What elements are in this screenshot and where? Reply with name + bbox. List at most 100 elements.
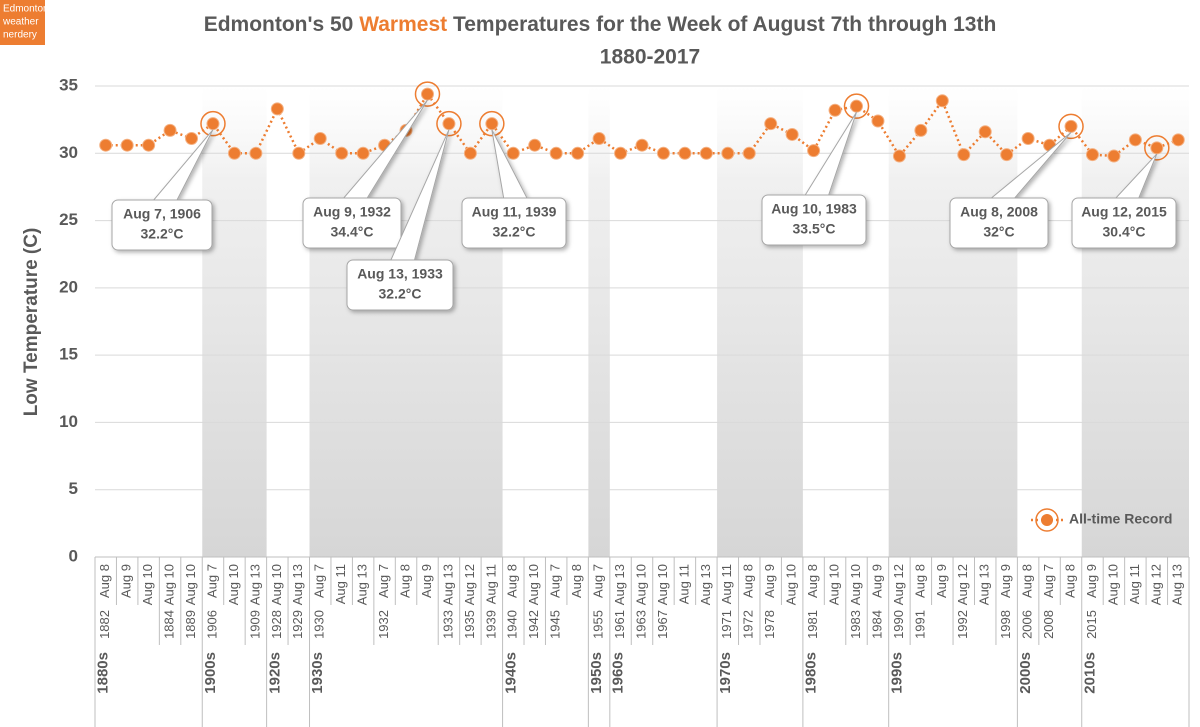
decade-label: 1920s <box>266 652 283 694</box>
point <box>614 146 628 160</box>
x-tick-label: Aug 13 <box>977 564 992 605</box>
x-tick-label: Aug 13 <box>355 564 370 605</box>
decade-label: 1970s <box>717 652 734 694</box>
point <box>978 125 992 139</box>
x-tick-label: Aug 9 <box>1084 564 1099 598</box>
point <box>335 146 349 160</box>
year-label: 1990 <box>891 610 906 639</box>
year-label: 1932 <box>376 610 391 639</box>
x-tick-label: Aug 10 <box>162 564 177 605</box>
x-tick-label: Aug 8 <box>1020 564 1035 598</box>
x-tick-label: Aug 10 <box>226 564 241 605</box>
point <box>850 99 864 113</box>
callout-value: 32°C <box>983 224 1014 240</box>
x-tick-label: Aug 11 <box>1127 564 1142 604</box>
year-label: 1961 <box>612 610 627 639</box>
point <box>227 146 241 160</box>
callout-cover <box>151 201 177 205</box>
record-ring <box>436 110 462 137</box>
callout-box <box>949 197 1049 249</box>
point <box>206 117 220 131</box>
year-label: 2006 <box>1020 610 1035 639</box>
callout-label: Aug 13, 1933 <box>357 266 443 282</box>
callout-value: 32.2°C <box>141 226 184 242</box>
year-label: 1928 <box>269 610 284 639</box>
year-label: 1972 <box>741 610 756 639</box>
x-tick-label: Aug 9 <box>419 564 434 598</box>
x-tick-label: Aug 13 <box>698 564 713 605</box>
decade-label: 1900s <box>202 652 219 694</box>
callout-label: Aug 11, 1939 <box>472 204 557 220</box>
series-line <box>105 91 1179 159</box>
x-tick-label: Aug 10 <box>784 564 799 605</box>
x-tick-label: Aug 7 <box>1041 564 1056 598</box>
x-tick-label: Aug 12 <box>955 564 970 605</box>
x-tick-label: Aug 13 <box>612 564 627 605</box>
x-tick-label: Aug 8 <box>1062 564 1077 598</box>
decade-band <box>717 86 803 557</box>
point <box>506 146 520 160</box>
year-label: 1978 <box>762 610 777 639</box>
year-label: 1882 <box>97 610 112 639</box>
x-tick-label: Aug 7 <box>204 564 219 598</box>
y-tick-label: 15 <box>59 345 78 364</box>
point <box>1171 133 1185 147</box>
callout-cover <box>341 199 367 203</box>
x-tick-label: Aug 9 <box>119 564 134 598</box>
year-label: 1942 <box>526 610 541 639</box>
y-tick-label: 5 <box>69 479 78 498</box>
callout-cover <box>803 196 829 200</box>
year-label: 1945 <box>548 610 563 639</box>
callout-box <box>1071 197 1177 249</box>
title-part: Edmonton's 50 <box>204 13 360 36</box>
point <box>1021 131 1035 145</box>
x-tick-label: Aug 10 <box>269 564 284 605</box>
year-label: 1940 <box>505 610 520 639</box>
decade-band <box>588 86 610 557</box>
year-label: 1991 <box>912 610 927 639</box>
year-label: 1967 <box>655 610 670 639</box>
year-label: 1955 <box>591 610 606 639</box>
decade-label: 2000s <box>1017 652 1034 694</box>
decade-label: 1950s <box>588 652 605 694</box>
point <box>1000 148 1014 162</box>
y-tick-label: 20 <box>59 277 78 296</box>
x-tick-label: Aug 10 <box>183 564 198 605</box>
year-label: 1889 <box>183 610 198 639</box>
decade-band <box>888 86 1018 557</box>
record-ring <box>479 110 505 137</box>
x-tick-label: Aug 12 <box>462 564 477 605</box>
year-label: 1930 <box>312 610 327 639</box>
chart-title: Edmonton's 50 Warmest Temperatures for t… <box>204 13 997 36</box>
point <box>571 146 585 160</box>
point <box>807 144 821 158</box>
x-tick-label: Aug 8 <box>397 564 412 598</box>
x-tick-label: Aug 8 <box>97 564 112 598</box>
y-tick-label: 35 <box>59 75 78 94</box>
x-tick-label: Aug 8 <box>505 564 520 598</box>
point <box>699 146 713 160</box>
x-tick-label: Aug 10 <box>140 564 155 605</box>
x-tick-label: Aug 11 <box>719 564 734 604</box>
x-tick-label: Aug 7 <box>376 564 391 598</box>
point <box>463 146 477 160</box>
point <box>270 102 284 116</box>
year-label: 1963 <box>633 610 648 639</box>
decade-label: 1880s <box>95 652 112 694</box>
decade-bands <box>202 86 1189 557</box>
callout-label: Aug 12, 2015 <box>1081 204 1167 220</box>
point <box>1064 119 1078 133</box>
x-tick-label: Aug 10 <box>633 564 648 605</box>
year-label: 1983 <box>848 610 863 639</box>
x-tick-label: Aug 10 <box>655 564 670 605</box>
year-label: 2015 <box>1084 610 1099 639</box>
callout-label: Aug 7, 1906 <box>123 206 201 222</box>
x-tick-label: Aug 8 <box>741 564 756 598</box>
point <box>142 138 156 152</box>
point <box>442 117 456 131</box>
title-part: Temperatures for the Week of August 7th … <box>447 13 996 36</box>
callout-box <box>761 194 867 246</box>
point <box>528 138 542 152</box>
x-tick-label: Aug 9 <box>934 564 949 598</box>
